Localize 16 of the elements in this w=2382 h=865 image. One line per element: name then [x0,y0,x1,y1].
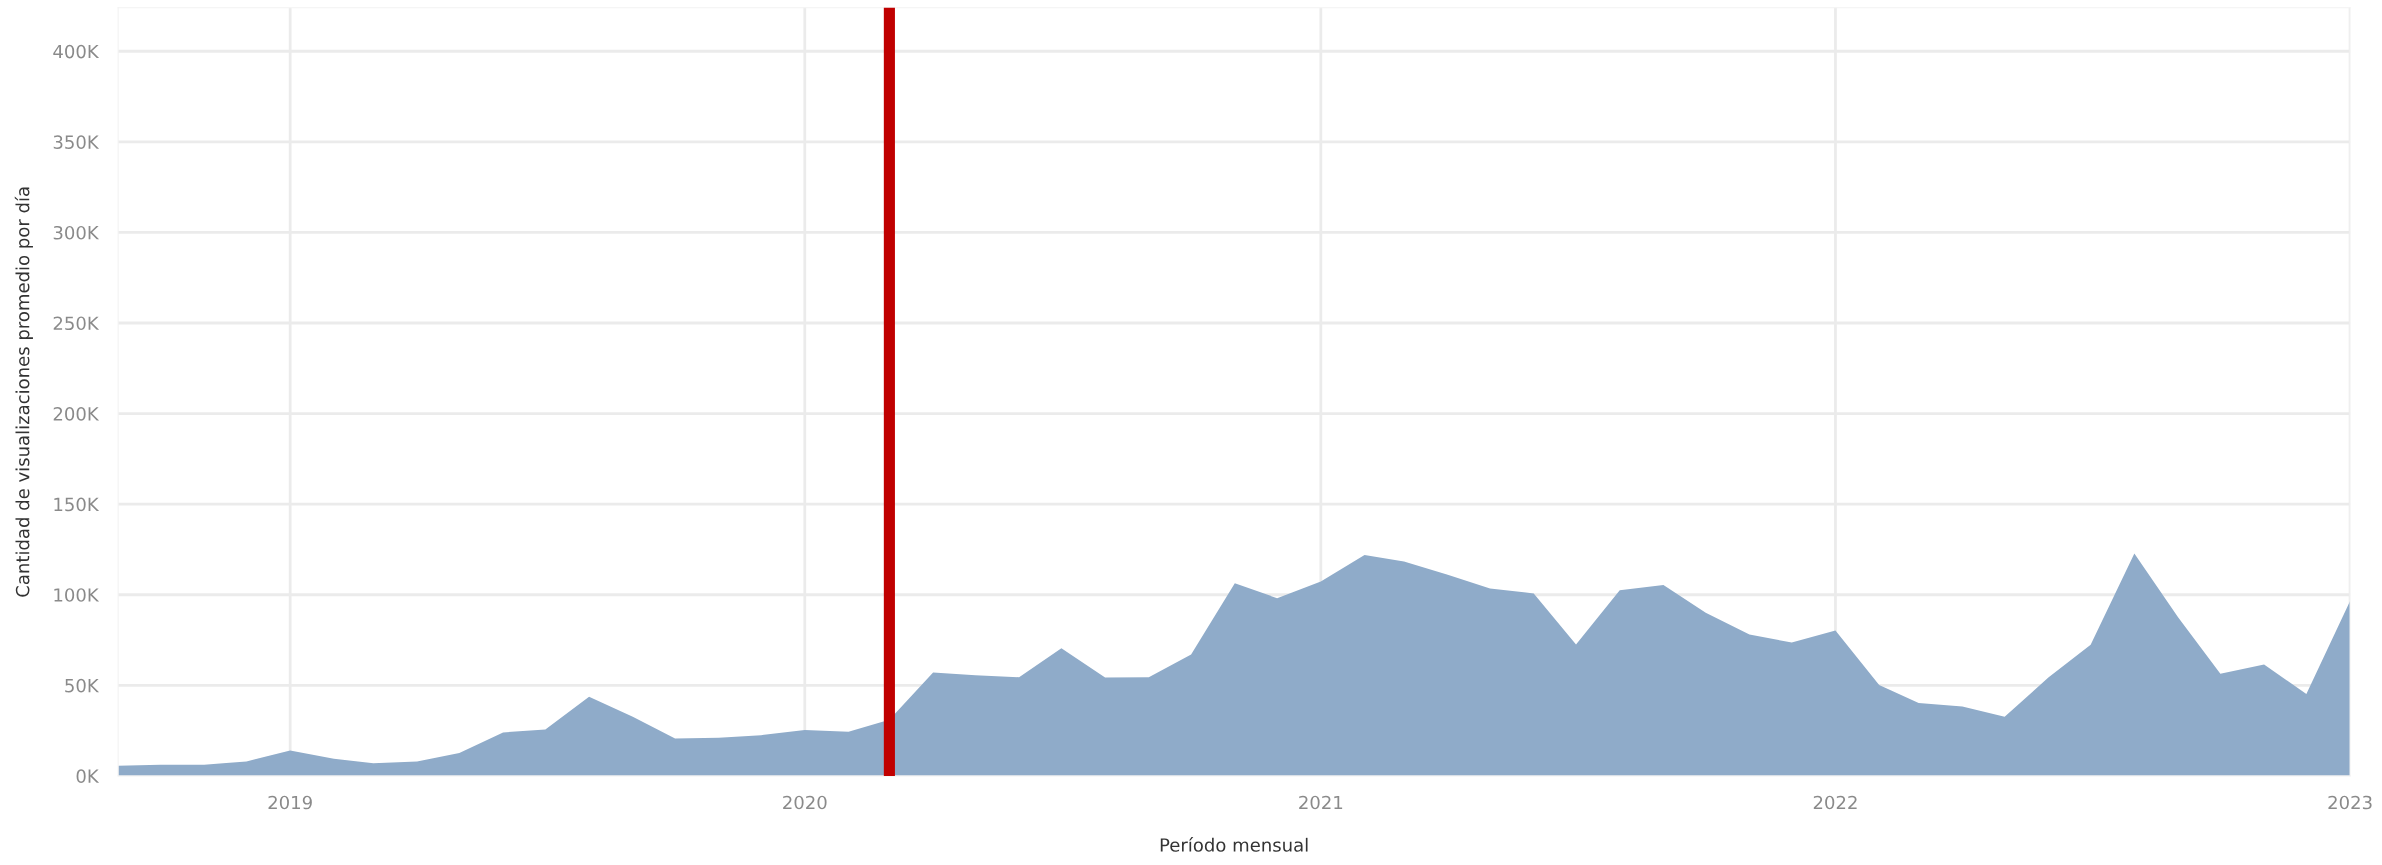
y-tick-label: 350K [53,135,100,149]
y-tick-label: 150K [54,497,100,512]
x-tick-label: 2021 [1299,795,1343,810]
y-tick-label: 0K [76,769,100,784]
y-tick-label: 300K [53,225,100,240]
y-tick-label: 200K [53,407,100,421]
x-tick-label: 2019 [268,795,312,810]
x-tick-label: 2023 [2328,795,2372,810]
x-tick-label: 2020 [783,795,827,810]
y-tick-label: 250K [53,316,100,331]
y-tick-label: 50K [65,678,100,693]
x-tick-label: 2022 [1813,795,1857,810]
y-tick-label: 100K [54,588,100,602]
x-axis-title: Período mensual [1160,837,1308,852]
y-tick-label: 400K [53,44,100,59]
y-axis-title: Cantidad de visualizaciones promedio por día [14,187,33,597]
